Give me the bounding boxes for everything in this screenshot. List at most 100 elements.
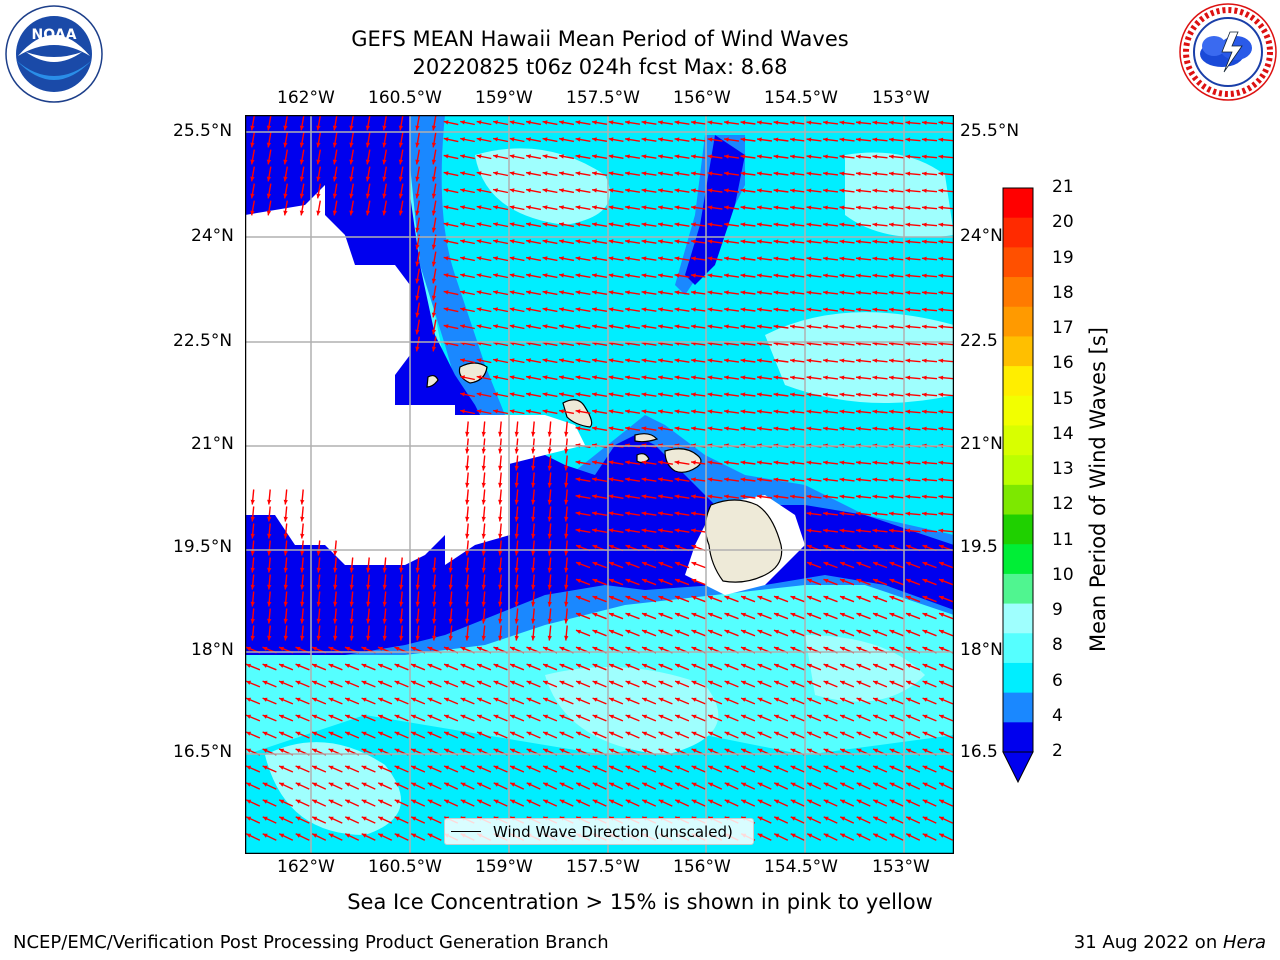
wind-wave-arrow-head: [806, 358, 812, 363]
wind-wave-arrow-head: [411, 680, 417, 685]
wind-wave-arrow-head: [592, 460, 597, 465]
wind-wave-arrow-head: [840, 748, 846, 753]
wind-wave-arrow-head: [312, 714, 318, 719]
wind-wave-arrow-head: [576, 612, 581, 617]
wind-wave-arrow-head: [839, 120, 845, 125]
wind-wave-arrow-head: [345, 680, 351, 685]
wind-wave-arrow-head: [431, 312, 437, 318]
wind-wave-arrow-head: [316, 550, 321, 556]
wind-wave-arrow-head: [872, 324, 878, 329]
wind-wave-arrow-head: [823, 205, 828, 210]
wind-wave-arrow-head: [724, 612, 730, 617]
wind-wave-arrow-head: [349, 159, 354, 165]
wind-wave-arrow-head: [691, 748, 697, 753]
wind-wave-arrow-head: [543, 731, 549, 736]
wind-wave-arrow-head: [526, 799, 532, 804]
wind-wave-arrow-head: [641, 409, 647, 414]
wind-wave-arrow-head: [332, 142, 338, 148]
wind-wave-arrow-head: [774, 833, 780, 838]
wind-wave-arrow-head: [674, 477, 680, 482]
wind-wave-arrow-head: [724, 375, 729, 380]
wind-wave-arrow-head: [724, 663, 730, 668]
wind-wave-arrow-head: [547, 550, 552, 556]
wind-wave-arrow-head: [498, 431, 503, 437]
wind-wave-arrow-head: [807, 833, 813, 838]
wind-wave-arrow-head: [361, 731, 367, 736]
wind-wave-arrow-head: [905, 137, 911, 142]
wind-wave-arrow-head: [856, 426, 861, 431]
wind-wave-arrow-head: [460, 765, 466, 770]
wind-wave-arrow-head: [806, 460, 812, 465]
wind-wave-arrow-head: [460, 256, 465, 261]
wind-wave-arrow-head: [576, 646, 581, 651]
wind-wave-arrow-head: [509, 205, 515, 210]
wind-wave-arrow-head: [564, 533, 569, 539]
wind-wave-arrow-head: [493, 171, 498, 176]
wind-wave-arrow-head: [398, 176, 404, 182]
wind-wave-arrow-head: [708, 799, 714, 804]
wind-wave-arrow-head: [481, 618, 486, 624]
lon-label-bottom: 160.5°W: [368, 857, 442, 877]
wind-wave-arrow-head: [839, 375, 845, 380]
wind-wave-arrow-head: [365, 176, 371, 182]
wind-wave-arrow-head: [939, 680, 945, 685]
wind-wave-arrow-head: [856, 697, 862, 702]
wind-wave-arrow-head: [823, 426, 828, 431]
wind-wave-arrow-head: [399, 635, 404, 641]
wind-wave-arrow-head: [708, 697, 714, 702]
wind-wave-arrow-head: [856, 273, 861, 278]
wind-wave-arrow-head: [477, 697, 483, 702]
wind-wave-arrow-head: [872, 511, 878, 516]
wind-wave-arrow-head: [790, 409, 795, 414]
wind-wave-arrow-head: [575, 137, 581, 142]
wind-wave-arrow-head: [807, 578, 812, 583]
wind-wave-arrow-head: [328, 680, 334, 685]
wind-wave-arrow-head: [262, 697, 268, 702]
wind-wave-arrow-head: [922, 782, 928, 787]
wind-wave-arrow-head: [691, 460, 696, 465]
wind-wave-arrow-head: [559, 171, 564, 176]
wind-wave-arrow-head: [773, 171, 779, 176]
wind-wave-arrow-head: [345, 731, 351, 736]
lat-label-left: 21°N: [191, 434, 234, 454]
wind-wave-arrow-head: [724, 494, 729, 499]
wind-wave-arrow-head: [279, 714, 285, 719]
wind-wave-arrow-head: [889, 273, 894, 278]
wind-wave-arrow-head: [316, 618, 321, 624]
wind-wave-arrow-head: [724, 460, 729, 465]
wind-wave-arrow-head: [509, 171, 515, 176]
wind-wave-arrow-head: [493, 256, 498, 261]
wind-wave-arrow-head: [509, 273, 515, 278]
wind-wave-arrow-head: [316, 159, 321, 165]
wind-wave-arrow-head: [823, 816, 829, 821]
wind-wave-arrow-head: [724, 477, 729, 482]
wind-wave-arrow-head: [873, 799, 879, 804]
wind-wave-arrow-head: [543, 765, 549, 770]
wind-wave-arrow-head: [267, 550, 272, 556]
wind-wave-arrow-head: [299, 142, 305, 148]
wind-wave-arrow-head: [889, 816, 895, 821]
lon-label-bottom: 153°W: [872, 857, 930, 877]
wind-wave-arrow-head: [806, 171, 812, 176]
wind-wave-arrow-head: [476, 154, 482, 159]
wind-wave-arrow-head: [856, 222, 861, 227]
wind-wave-arrow-head: [757, 460, 762, 465]
wind-wave-arrow-head: [856, 494, 861, 499]
lon-label-top: 160.5°W: [368, 88, 442, 108]
wind-wave-arrow-head: [559, 782, 565, 787]
wind-wave-arrow-head: [873, 765, 879, 770]
wind-wave-arrow-head: [559, 120, 564, 125]
wind-wave-arrow-head: [856, 409, 861, 414]
wind-wave-arrow-head: [510, 748, 516, 753]
colorbar-band: [1003, 395, 1033, 426]
wind-wave-arrow-head: [806, 273, 812, 278]
wind-wave-arrow-head: [493, 239, 498, 244]
wind-wave-arrow-head: [823, 273, 828, 278]
wind-wave-arrow-head: [658, 477, 663, 482]
wind-wave-arrow-head: [411, 697, 417, 702]
colorbar-band: [1003, 425, 1033, 456]
wind-wave-arrow-head: [460, 239, 465, 244]
wind-wave-arrow-head: [465, 516, 470, 522]
wind-wave-arrow-head: [510, 731, 516, 736]
wind-wave-arrow-head: [823, 748, 829, 753]
